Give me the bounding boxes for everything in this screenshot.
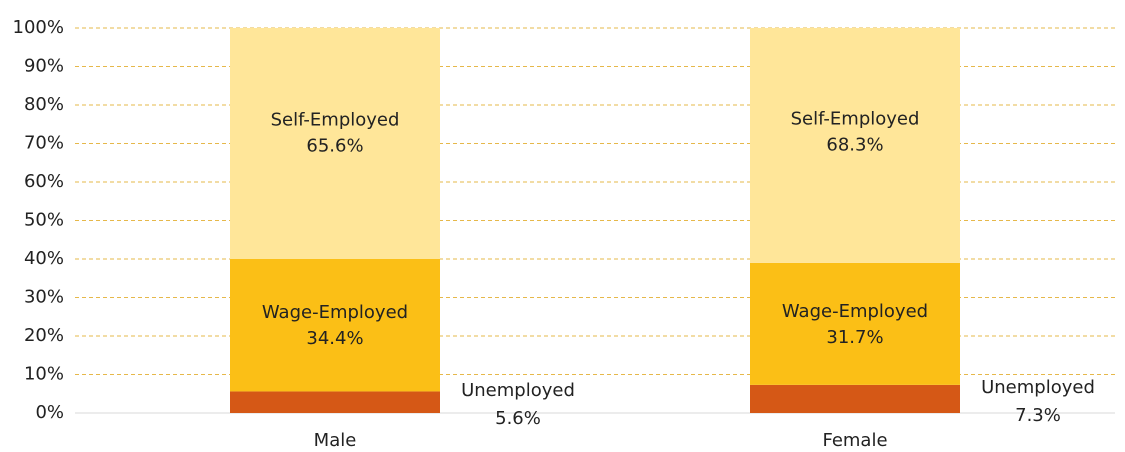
- segment-name: Self-Employed: [271, 110, 400, 131]
- y-tick-label: 60%: [24, 171, 64, 192]
- bar-segment: [230, 259, 440, 392]
- data-label: 31.7%: [826, 327, 883, 348]
- labels: 0% 10% 20% 30% 40% 50% 60% 70% 80% 90% 100% Male Une…: [13, 17, 1095, 451]
- y-tick-label: 30%: [24, 287, 64, 308]
- y-tick-label: 50%: [24, 210, 64, 231]
- bar-segment: [230, 391, 440, 413]
- segment-name: Wage-Employed: [262, 302, 408, 323]
- bar-segment: [750, 28, 960, 263]
- y-tick-label: 90%: [24, 56, 64, 77]
- y-tick-label: 70%: [24, 133, 64, 154]
- y-tick-label: 100%: [13, 17, 64, 38]
- y-tick-label: 20%: [24, 325, 64, 346]
- x-tick-label: Female: [822, 430, 887, 451]
- y-tick-label: 40%: [24, 248, 64, 269]
- bar-segment: [750, 262, 960, 385]
- y-tick-label: 0%: [35, 402, 64, 423]
- y-tick-label: 10%: [24, 364, 64, 385]
- data-label: 5.6%: [495, 408, 541, 429]
- data-label: 7.3%: [1015, 405, 1061, 426]
- segment-name: Unemployed: [981, 377, 1095, 398]
- bar-segment: [750, 384, 960, 413]
- segment-name: Unemployed: [461, 380, 575, 401]
- x-tick-label: Male: [314, 430, 357, 451]
- segment-name: Wage-Employed: [782, 301, 928, 322]
- bars: [230, 28, 960, 413]
- segment-name: Self-Employed: [791, 108, 920, 129]
- y-tick-label: 80%: [24, 94, 64, 115]
- data-label: 65.6%: [306, 136, 363, 157]
- bar-segment: [230, 28, 440, 259]
- data-label: 68.3%: [826, 134, 883, 155]
- data-label: 34.4%: [306, 328, 363, 349]
